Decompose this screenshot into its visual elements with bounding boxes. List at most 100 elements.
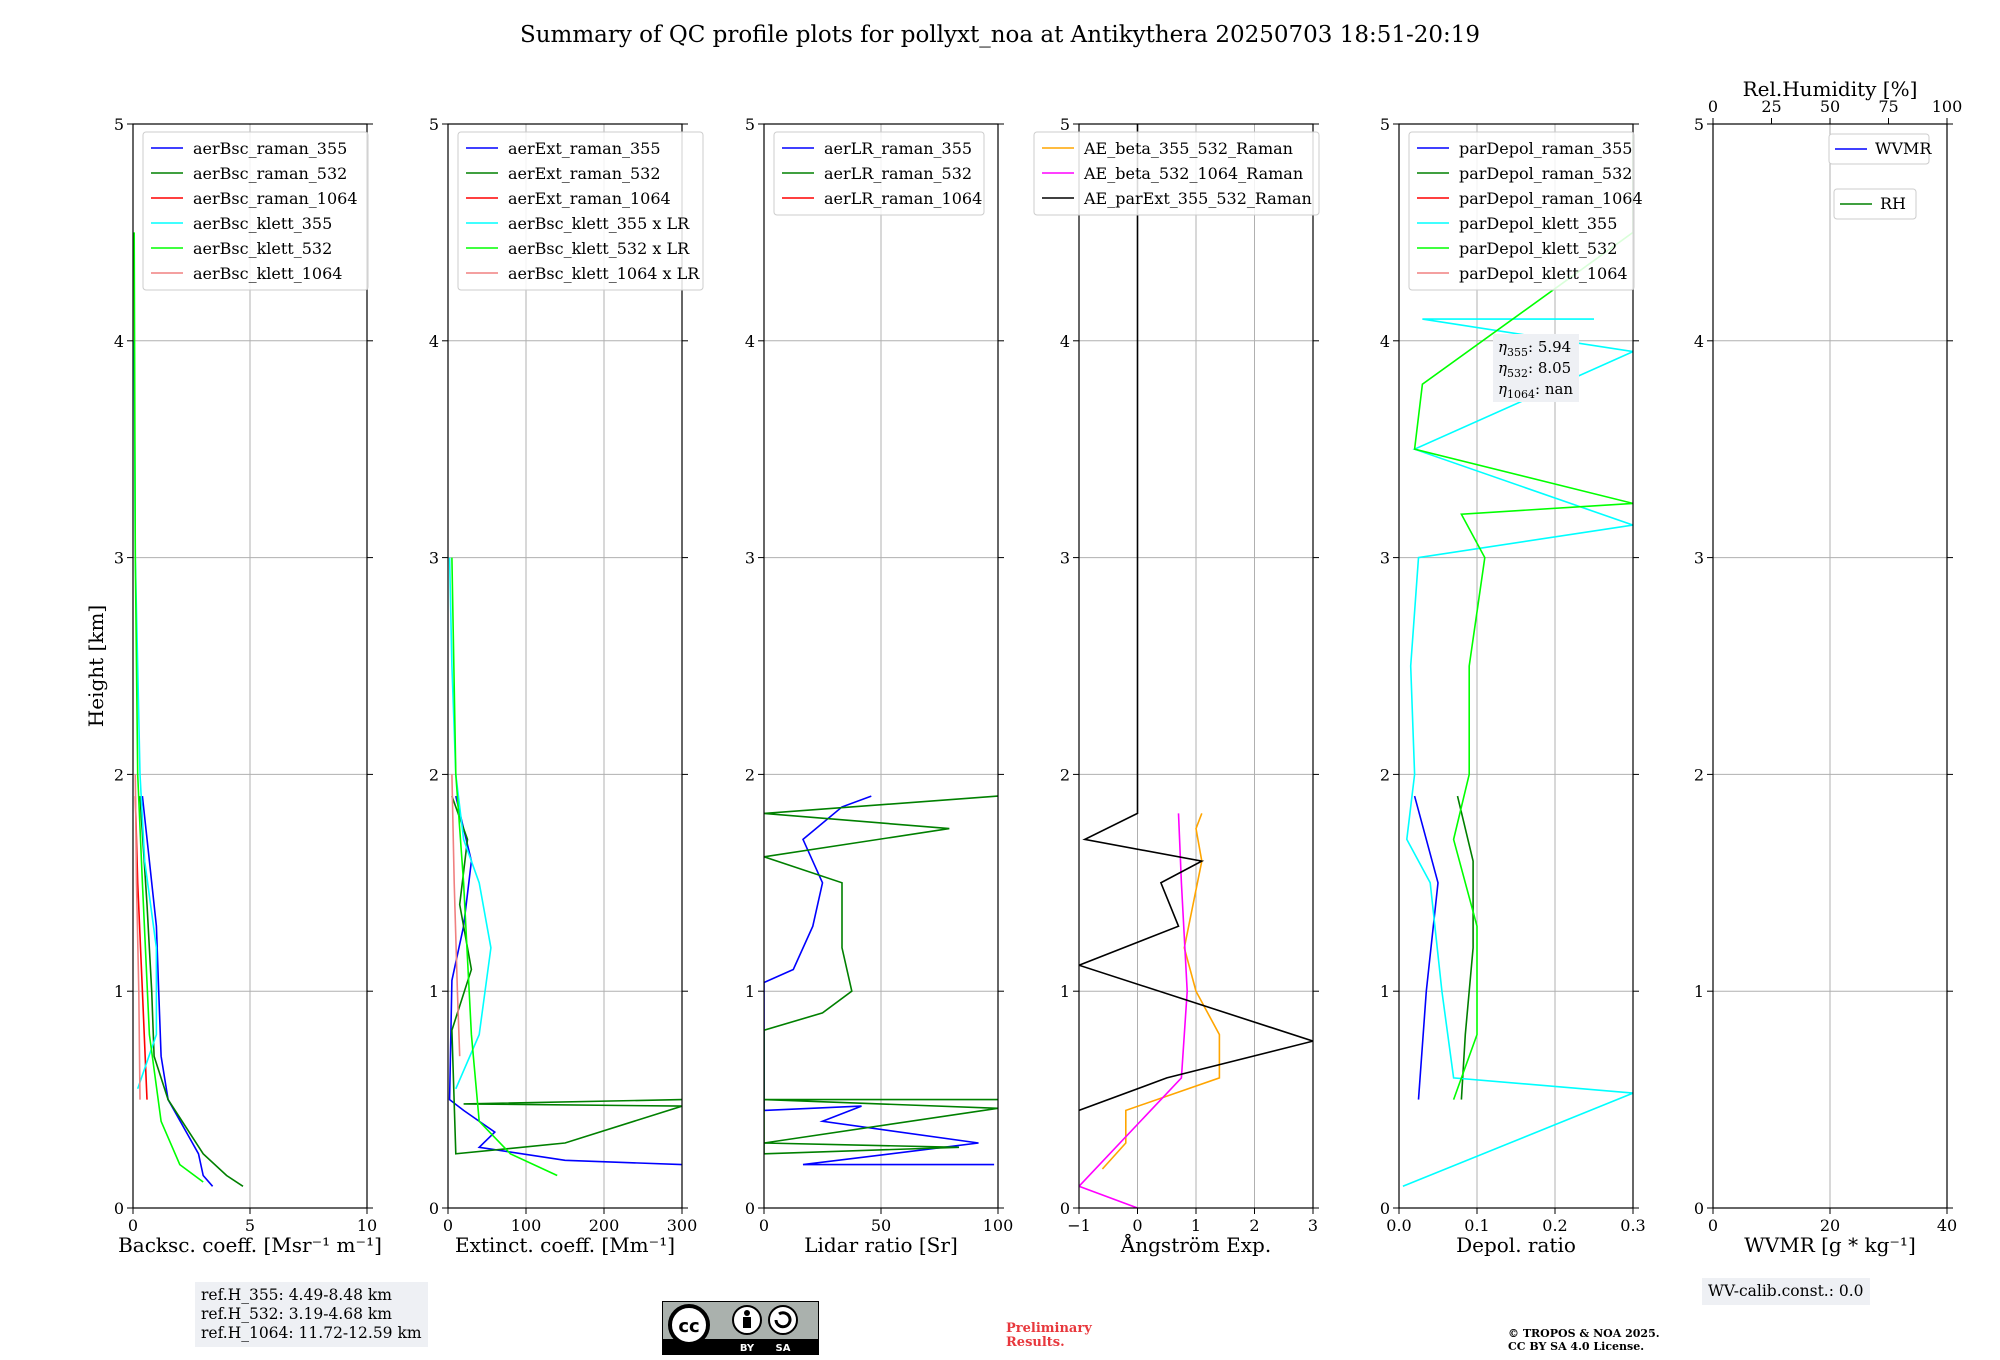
legend-label: aerBsc_klett_1064 x LR: [508, 264, 700, 283]
legend-label: AE_parExt_355_532_Raman: [1083, 189, 1312, 208]
legend-label: parDepol_raman_355: [1459, 139, 1632, 158]
panel-2: 0 100 200 300 0 1 2 3 4 5 Extinct. coeff. [Mm⁻¹] ae…: [429, 115, 704, 1257]
legend-box: [142, 131, 369, 291]
y-tick-label: 5: [1060, 115, 1070, 134]
x-axis-label: Extinct. coeff. [Mm⁻¹]: [455, 1233, 675, 1257]
y-axis-label: Height [km]: [84, 605, 108, 727]
y-tick-label: 3: [1380, 549, 1390, 568]
y-tick-label: 2: [1694, 765, 1704, 784]
preliminary-line-2: Results.: [1006, 1335, 1065, 1350]
x-axis-label: WVMR [g * kg⁻¹]: [1744, 1233, 1916, 1257]
legend-label: aerBsc_klett_532: [193, 239, 332, 258]
y-tick-label: 1: [745, 982, 755, 1001]
x-tick-label: 5: [245, 1216, 255, 1235]
series-parDepol_klett_532: [1413, 134, 1633, 1100]
legend-label: aerBsc_klett_355: [193, 214, 332, 233]
series-aerBsc_klett_532 x LR: [451, 557, 558, 1177]
legend-box: [773, 131, 985, 216]
series-aerBsc_raman_355: [141, 796, 214, 1187]
legend-box: [1833, 188, 1917, 220]
x-tick-label: 100: [983, 1216, 1014, 1235]
series-parDepol_raman_355: [1413, 795, 1439, 1100]
x-tick-label: 50: [871, 1216, 891, 1235]
y-tick-label: 3: [745, 549, 755, 568]
x-tick-label: 0.0: [1386, 1216, 1411, 1235]
y-tick-label: 1: [114, 982, 124, 1001]
copyright-note: © TROPOS & NOA 2025. CC BY SA 4.0 Licens…: [1508, 1327, 1660, 1353]
series-parDepol_raman_532: [1456, 795, 1474, 1100]
ref-height-532: ref.H_532: 3.19-4.68 km: [201, 1305, 392, 1323]
top-tick-label: 50: [1820, 97, 1840, 116]
figure-title: Summary of QC profile plots for pollyxt_…: [519, 22, 1481, 48]
top-tick-label: 100: [1932, 97, 1963, 116]
x-tick-label: 300: [667, 1216, 698, 1235]
cc-license-badge[interactable]: cc BY SA: [662, 1301, 819, 1355]
x-tick-label: 0.1: [1464, 1216, 1489, 1235]
x-tick-label: 2: [1249, 1216, 1259, 1235]
eta-1064: η1064: nan: [1498, 380, 1573, 401]
top-tick-label: 75: [1878, 97, 1898, 116]
y-tick-label: 0: [1380, 1199, 1390, 1218]
sa-label: SA: [776, 1343, 791, 1354]
legend-label: aerBsc_raman_355: [193, 139, 347, 158]
wv-calibration-text: WV-calib.const.: 0.0: [1708, 1282, 1864, 1300]
legend-box: [1408, 131, 1635, 291]
top-tick-label: 0: [1708, 97, 1718, 116]
x-axis-label: Backsc. coeff. [Msr⁻¹ m⁻¹]: [118, 1233, 382, 1257]
legend-label: parDepol_klett_355: [1459, 214, 1617, 233]
y-tick-label: 0: [429, 1199, 439, 1218]
y-tick-label: 4: [114, 332, 124, 351]
x-tick-label: 0.3: [1620, 1216, 1645, 1235]
legend-label: parDepol_raman_532: [1459, 164, 1632, 183]
y-tick-label: 2: [1380, 765, 1390, 784]
legend-label: parDepol_klett_532: [1459, 239, 1617, 258]
y-tick-label: 4: [1380, 332, 1390, 351]
axes-frame: [1398, 123, 1634, 1209]
series-aerExt_raman_355: [448, 795, 682, 1166]
y-tick-label: 4: [1060, 332, 1070, 351]
legend-label: aerBsc_klett_355 x LR: [508, 214, 690, 233]
legend-label: AE_beta_532_1064_Raman: [1083, 164, 1303, 183]
y-tick-label: 5: [1380, 115, 1390, 134]
legend-label: aerLR_raman_355: [824, 139, 972, 158]
panel-5: 0.0 0.1 0.2 0.3 0 1 2 3 4 5 Depol. ratio parDepol_r…: [1380, 115, 1646, 1257]
eta-box: [1493, 334, 1579, 402]
panel-3: 0 50 100 0 1 2 3 4 5 Lidar ratio [Sr] aerLR_raman_…: [745, 115, 1013, 1257]
y-tick-label: 2: [429, 765, 439, 784]
legend-label: aerBsc_klett_532 x LR: [508, 239, 690, 258]
x-axis-label: Ångström Exp.: [1120, 1232, 1271, 1257]
legend-label: aerBsc_raman_532: [193, 164, 347, 183]
axes-frame: [447, 123, 683, 1209]
y-tick-label: 0: [114, 1199, 124, 1218]
reference-height-box: ref.H_355: 4.49-8.48 km ref.H_532: 3.19-…: [195, 1282, 428, 1347]
y-tick-label: 4: [1694, 332, 1704, 351]
series-aerExt_raman_532: [451, 795, 682, 1155]
y-tick-label: 3: [1060, 549, 1070, 568]
legend-label: parDepol_klett_1064: [1459, 264, 1628, 283]
series-aerBsc_klett_355 x LR: [448, 557, 492, 1090]
legend-label: aerExt_raman_355: [508, 139, 661, 158]
ref-height-1064: ref.H_1064: 11.72-12.59 km: [201, 1324, 422, 1342]
y-tick-label: 3: [114, 549, 124, 568]
legend-label: aerExt_raman_532: [508, 164, 661, 183]
top-tick-label: 25: [1761, 97, 1781, 116]
series-AE_parExt_355_532_Raman: [1079, 124, 1313, 1112]
y-tick-label: 3: [429, 549, 439, 568]
y-tick-label: 5: [1694, 115, 1704, 134]
x-tick-label: 0: [759, 1216, 769, 1235]
x-tick-label: 0: [128, 1216, 138, 1235]
legend-label: AE_beta_355_532_Raman: [1083, 139, 1293, 158]
y-tick-label: 5: [745, 115, 755, 134]
series-AE_beta_532_1064_Raman: [1079, 813, 1189, 1208]
y-tick-label: 1: [1380, 982, 1390, 1001]
x-tick-label: 0: [1708, 1216, 1718, 1235]
eta-355: η355: 5.94: [1498, 338, 1571, 359]
legend-label: aerExt_raman_1064: [508, 189, 671, 208]
series-aerBsc_klett_1064: [134, 774, 141, 1100]
y-tick-label: 3: [1694, 549, 1704, 568]
series-aerLR_raman_532: [764, 795, 998, 1155]
legend-label: aerBsc_klett_1064: [193, 264, 342, 283]
copyright-line-1: © TROPOS & NOA 2025.: [1508, 1327, 1660, 1340]
